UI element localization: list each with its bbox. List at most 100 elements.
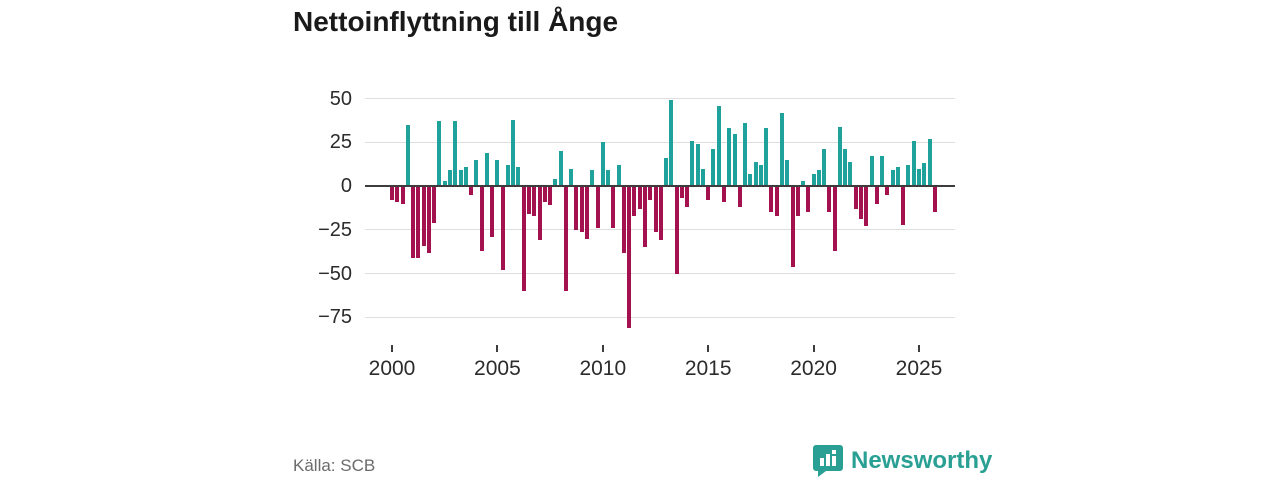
bar bbox=[690, 140, 695, 186]
bar bbox=[816, 170, 821, 186]
bar bbox=[416, 186, 421, 258]
y-axis-tick-label: 0 bbox=[340, 175, 352, 197]
x-axis-tick bbox=[391, 345, 393, 352]
bar bbox=[558, 151, 563, 186]
y-axis-tick-label: −25 bbox=[318, 218, 352, 241]
bar bbox=[632, 186, 637, 216]
brand-footer: Newsworthy bbox=[812, 444, 992, 478]
chart-title: Nettoinflyttning till Ånge bbox=[293, 6, 619, 37]
bar bbox=[653, 186, 658, 232]
bar bbox=[642, 186, 647, 248]
bar bbox=[447, 170, 452, 186]
bar bbox=[453, 121, 458, 186]
bar bbox=[917, 168, 921, 186]
bar bbox=[706, 186, 711, 200]
source-note: Källa: SCB bbox=[293, 456, 376, 475]
bar bbox=[516, 166, 521, 186]
bar bbox=[843, 149, 848, 186]
bar bbox=[479, 186, 484, 251]
bar bbox=[521, 186, 526, 291]
bar bbox=[753, 161, 758, 186]
y-axis-tick-label: −75 bbox=[318, 306, 352, 329]
bar bbox=[811, 173, 816, 186]
bar bbox=[537, 186, 542, 241]
bar bbox=[606, 170, 611, 186]
bar bbox=[743, 123, 748, 186]
bar bbox=[758, 165, 763, 186]
gridline bbox=[365, 273, 955, 274]
bar bbox=[674, 186, 679, 274]
bar bbox=[584, 186, 589, 239]
bar bbox=[806, 186, 811, 213]
y-axis-tick-label: 50 bbox=[329, 87, 352, 110]
bar bbox=[563, 186, 568, 291]
bar bbox=[837, 126, 842, 186]
bar bbox=[927, 138, 932, 186]
bar bbox=[864, 186, 869, 227]
x-axis-tick bbox=[918, 345, 920, 352]
bar bbox=[874, 186, 879, 204]
bar bbox=[764, 128, 769, 186]
bar bbox=[432, 186, 437, 223]
bar bbox=[711, 149, 716, 186]
bar bbox=[511, 119, 516, 186]
bar bbox=[590, 170, 595, 186]
bar bbox=[801, 180, 806, 186]
x-axis-tick bbox=[601, 345, 604, 352]
x-axis-tick-label: 2025 bbox=[895, 357, 943, 380]
y-axis-tick-label: 25 bbox=[329, 131, 352, 154]
bar bbox=[911, 140, 916, 186]
y-axis-tick-label: −50 bbox=[318, 262, 352, 285]
bar bbox=[774, 186, 779, 216]
bar bbox=[458, 170, 463, 186]
bar bbox=[532, 186, 537, 216]
bar bbox=[621, 186, 626, 253]
bar bbox=[664, 158, 669, 186]
bar bbox=[595, 186, 600, 228]
bar bbox=[722, 186, 726, 202]
bar bbox=[616, 165, 621, 186]
bar bbox=[685, 186, 690, 207]
bar bbox=[748, 173, 753, 186]
bar bbox=[658, 186, 663, 241]
bar bbox=[579, 186, 584, 232]
bar bbox=[932, 186, 937, 213]
bar bbox=[421, 186, 426, 246]
x-axis-tick-label: 2000 bbox=[368, 357, 416, 380]
bar bbox=[469, 186, 474, 195]
bar bbox=[769, 186, 774, 213]
bar bbox=[569, 168, 574, 186]
bar bbox=[600, 142, 605, 186]
bar bbox=[790, 186, 795, 267]
bar bbox=[727, 128, 732, 186]
x-axis-tick-label: 2020 bbox=[790, 357, 837, 380]
x-axis-tick bbox=[812, 345, 815, 352]
bar bbox=[463, 166, 468, 186]
bar bbox=[474, 159, 479, 186]
bar bbox=[542, 186, 547, 202]
bar bbox=[848, 161, 853, 186]
bar bbox=[859, 186, 864, 220]
newsworthy-logo-icon bbox=[812, 444, 844, 478]
x-axis-tick bbox=[707, 345, 710, 352]
bar bbox=[822, 149, 827, 186]
bar bbox=[442, 180, 447, 186]
gridline bbox=[365, 141, 955, 143]
bar bbox=[637, 186, 642, 209]
bar bbox=[400, 186, 405, 204]
bar bbox=[885, 186, 890, 195]
bar bbox=[895, 166, 900, 186]
brand-name: Newsworthy bbox=[851, 447, 993, 474]
bar bbox=[869, 156, 874, 186]
bar bbox=[922, 163, 927, 186]
bar bbox=[548, 186, 553, 206]
gridline bbox=[365, 98, 955, 99]
bar bbox=[890, 170, 895, 186]
bar bbox=[553, 179, 558, 186]
bar bbox=[405, 124, 410, 186]
x-axis-tick-label: 2015 bbox=[684, 357, 732, 380]
bar bbox=[669, 100, 674, 186]
bar bbox=[611, 186, 616, 228]
gridline bbox=[365, 316, 955, 318]
bar bbox=[648, 186, 653, 200]
